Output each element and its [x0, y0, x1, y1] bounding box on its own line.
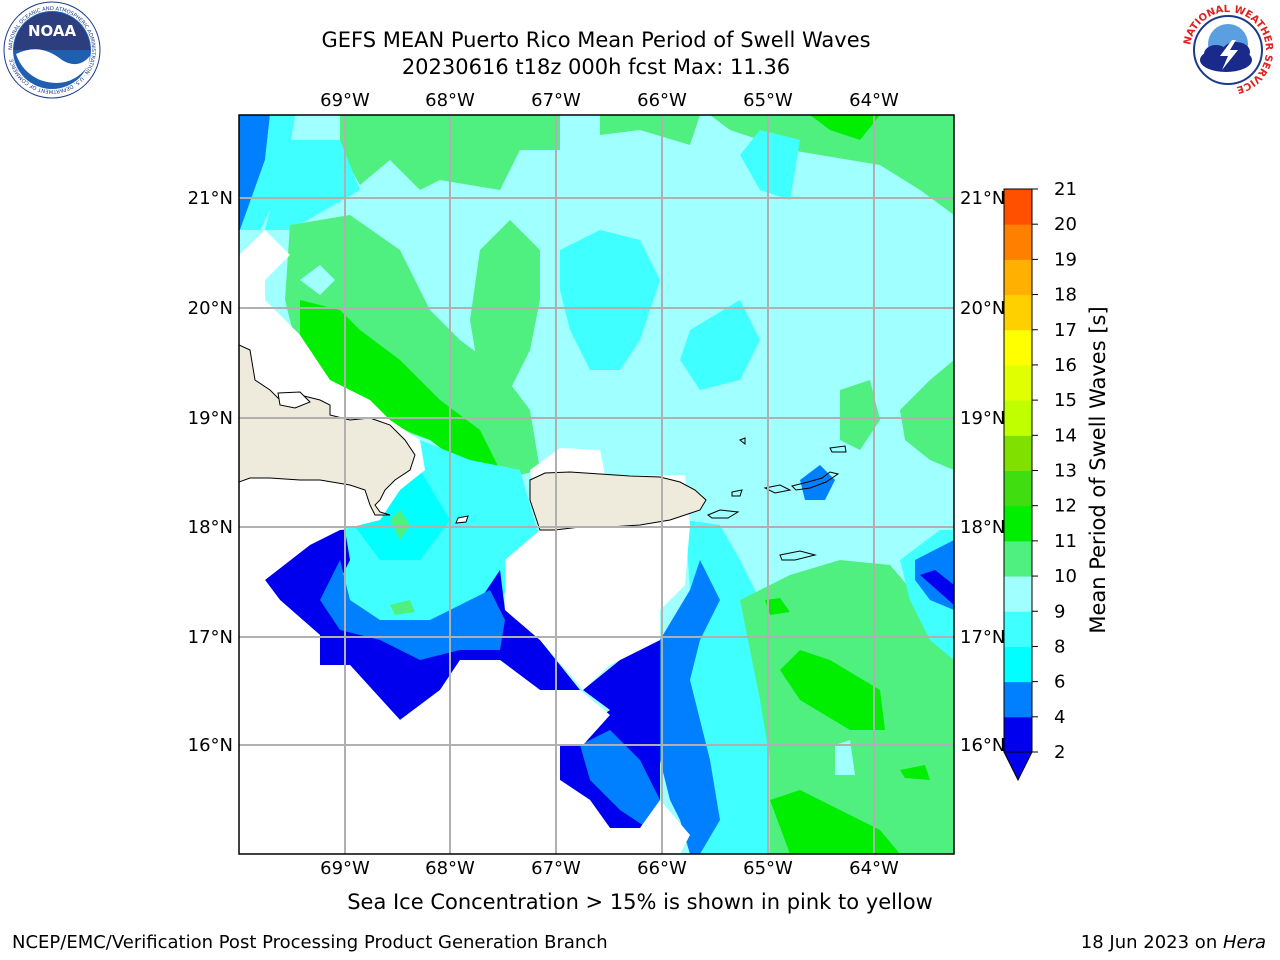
colorbar-segment [1004, 435, 1032, 471]
lon-label: 66°W [637, 858, 687, 879]
lon-label: 64°W [849, 90, 899, 111]
lat-labels-right: 21°N 20°N 19°N 18°N 17°N 16°N [960, 188, 1005, 756]
colorbar-tick-label: 16 [1054, 355, 1077, 376]
colorbar-segment [1004, 611, 1032, 647]
colorbar-under-arrow [1003, 751, 1033, 782]
colorbar-tick-label: 12 [1054, 496, 1077, 517]
lat-label: 16°N [960, 735, 1005, 756]
colorbar-segment [1004, 294, 1032, 331]
lon-label: 68°W [425, 858, 475, 879]
lon-label: 67°W [531, 858, 581, 879]
noaa-logo: NOAA NATIONAL OCEANIC AND ATMOSPHERIC AD… [0, 0, 104, 104]
lat-label: 19°N [188, 408, 233, 429]
lon-label: 69°W [320, 90, 370, 111]
map-gridlines [239, 115, 954, 854]
credit-text: NCEP/EMC/Verification Post Processing Pr… [12, 932, 608, 953]
lat-label: 21°N [960, 188, 1005, 209]
lat-label: 16°N [188, 735, 233, 756]
lat-label: 17°N [188, 627, 233, 648]
colorbar-tick-label: 21 [1054, 179, 1077, 200]
colorbar-tick-label: 20 [1054, 214, 1077, 235]
lon-label: 68°W [425, 90, 475, 111]
lat-labels-left: 21°N 20°N 19°N 18°N 17°N 16°N [188, 188, 233, 756]
colorbar-tick-label: 19 [1054, 249, 1077, 270]
colorbar-segment [1004, 681, 1032, 718]
host-name: Hera [1222, 932, 1266, 953]
lon-label: 67°W [531, 90, 581, 111]
colorbar-segment [1004, 470, 1032, 507]
colorbar-segment [1004, 364, 1032, 401]
map-field [239, 115, 954, 854]
colorbar-tick-label: 9 [1054, 601, 1065, 622]
colorbar-segment [1004, 189, 1032, 225]
colorbar-segment [1004, 505, 1032, 542]
colorbar-label: Mean Period of Swell Waves [s] [1086, 306, 1110, 633]
lat-label: 20°N [960, 298, 1005, 319]
date-text: 18 Jun 2023 on Hera [1081, 932, 1266, 953]
colorbar-segment [1004, 576, 1032, 612]
colorbar-tick-label: 8 [1054, 636, 1065, 657]
lon-labels-top: 69°W 68°W 67°W 66°W 65°W 64°W [320, 90, 899, 111]
colorbar-segment [1004, 646, 1032, 683]
nws-logo: NATIONAL WEATHER SERVICE [1176, 0, 1280, 104]
lon-label: 65°W [743, 858, 793, 879]
colorbar-tick-label: 10 [1054, 566, 1077, 587]
colorbar-tick-label: 6 [1054, 672, 1065, 693]
colorbar-segment [1004, 259, 1032, 296]
lat-label: 21°N [188, 188, 233, 209]
svg-text:NOAA: NOAA [28, 22, 77, 40]
lat-label: 18°N [960, 517, 1005, 538]
map-subtitle-run: 20230616 t18z 000h fcst Max: 11.36 [401, 55, 791, 79]
colorbar-segment [1004, 329, 1032, 366]
date-value: 18 Jun 2023 on [1080, 932, 1223, 953]
sea-ice-note: Sea Ice Concentration > 15% is shown in … [347, 890, 933, 914]
lat-label: 20°N [188, 298, 233, 319]
colorbar-tick-label: 17 [1054, 320, 1077, 341]
colorbar: 2 4 6 8 9 10 11 12 13 14 15 16 17 18 19 20 21 [1003, 179, 1077, 782]
colorbar-segment [1004, 716, 1032, 753]
colorbar-segment [1004, 400, 1032, 436]
colorbar-segment [1004, 540, 1032, 577]
colorbar-segment [1004, 224, 1032, 260]
map-title: GEFS MEAN Puerto Rico Mean Period of Swe… [321, 28, 871, 52]
lat-label: 19°N [960, 408, 1005, 429]
lon-label: 66°W [637, 90, 687, 111]
map-frame [238, 114, 955, 855]
colorbar-tick-label: 18 [1054, 285, 1077, 306]
lat-label: 17°N [960, 627, 1005, 648]
lon-label: 64°W [849, 858, 899, 879]
colorbar-tick-label: 2 [1054, 742, 1065, 763]
lon-label: 65°W [743, 90, 793, 111]
colorbar-tick-label: 11 [1054, 531, 1077, 552]
colorbar-tick-label: 13 [1054, 461, 1077, 482]
colorbar-tick-label: 4 [1054, 707, 1065, 728]
colorbar-tick-label: 15 [1054, 390, 1077, 411]
lon-labels-bottom: 69°W 68°W 67°W 66°W 65°W 64°W [320, 858, 899, 879]
lon-label: 69°W [320, 858, 370, 879]
lat-label: 18°N [188, 517, 233, 538]
colorbar-tick-label: 14 [1054, 425, 1077, 446]
